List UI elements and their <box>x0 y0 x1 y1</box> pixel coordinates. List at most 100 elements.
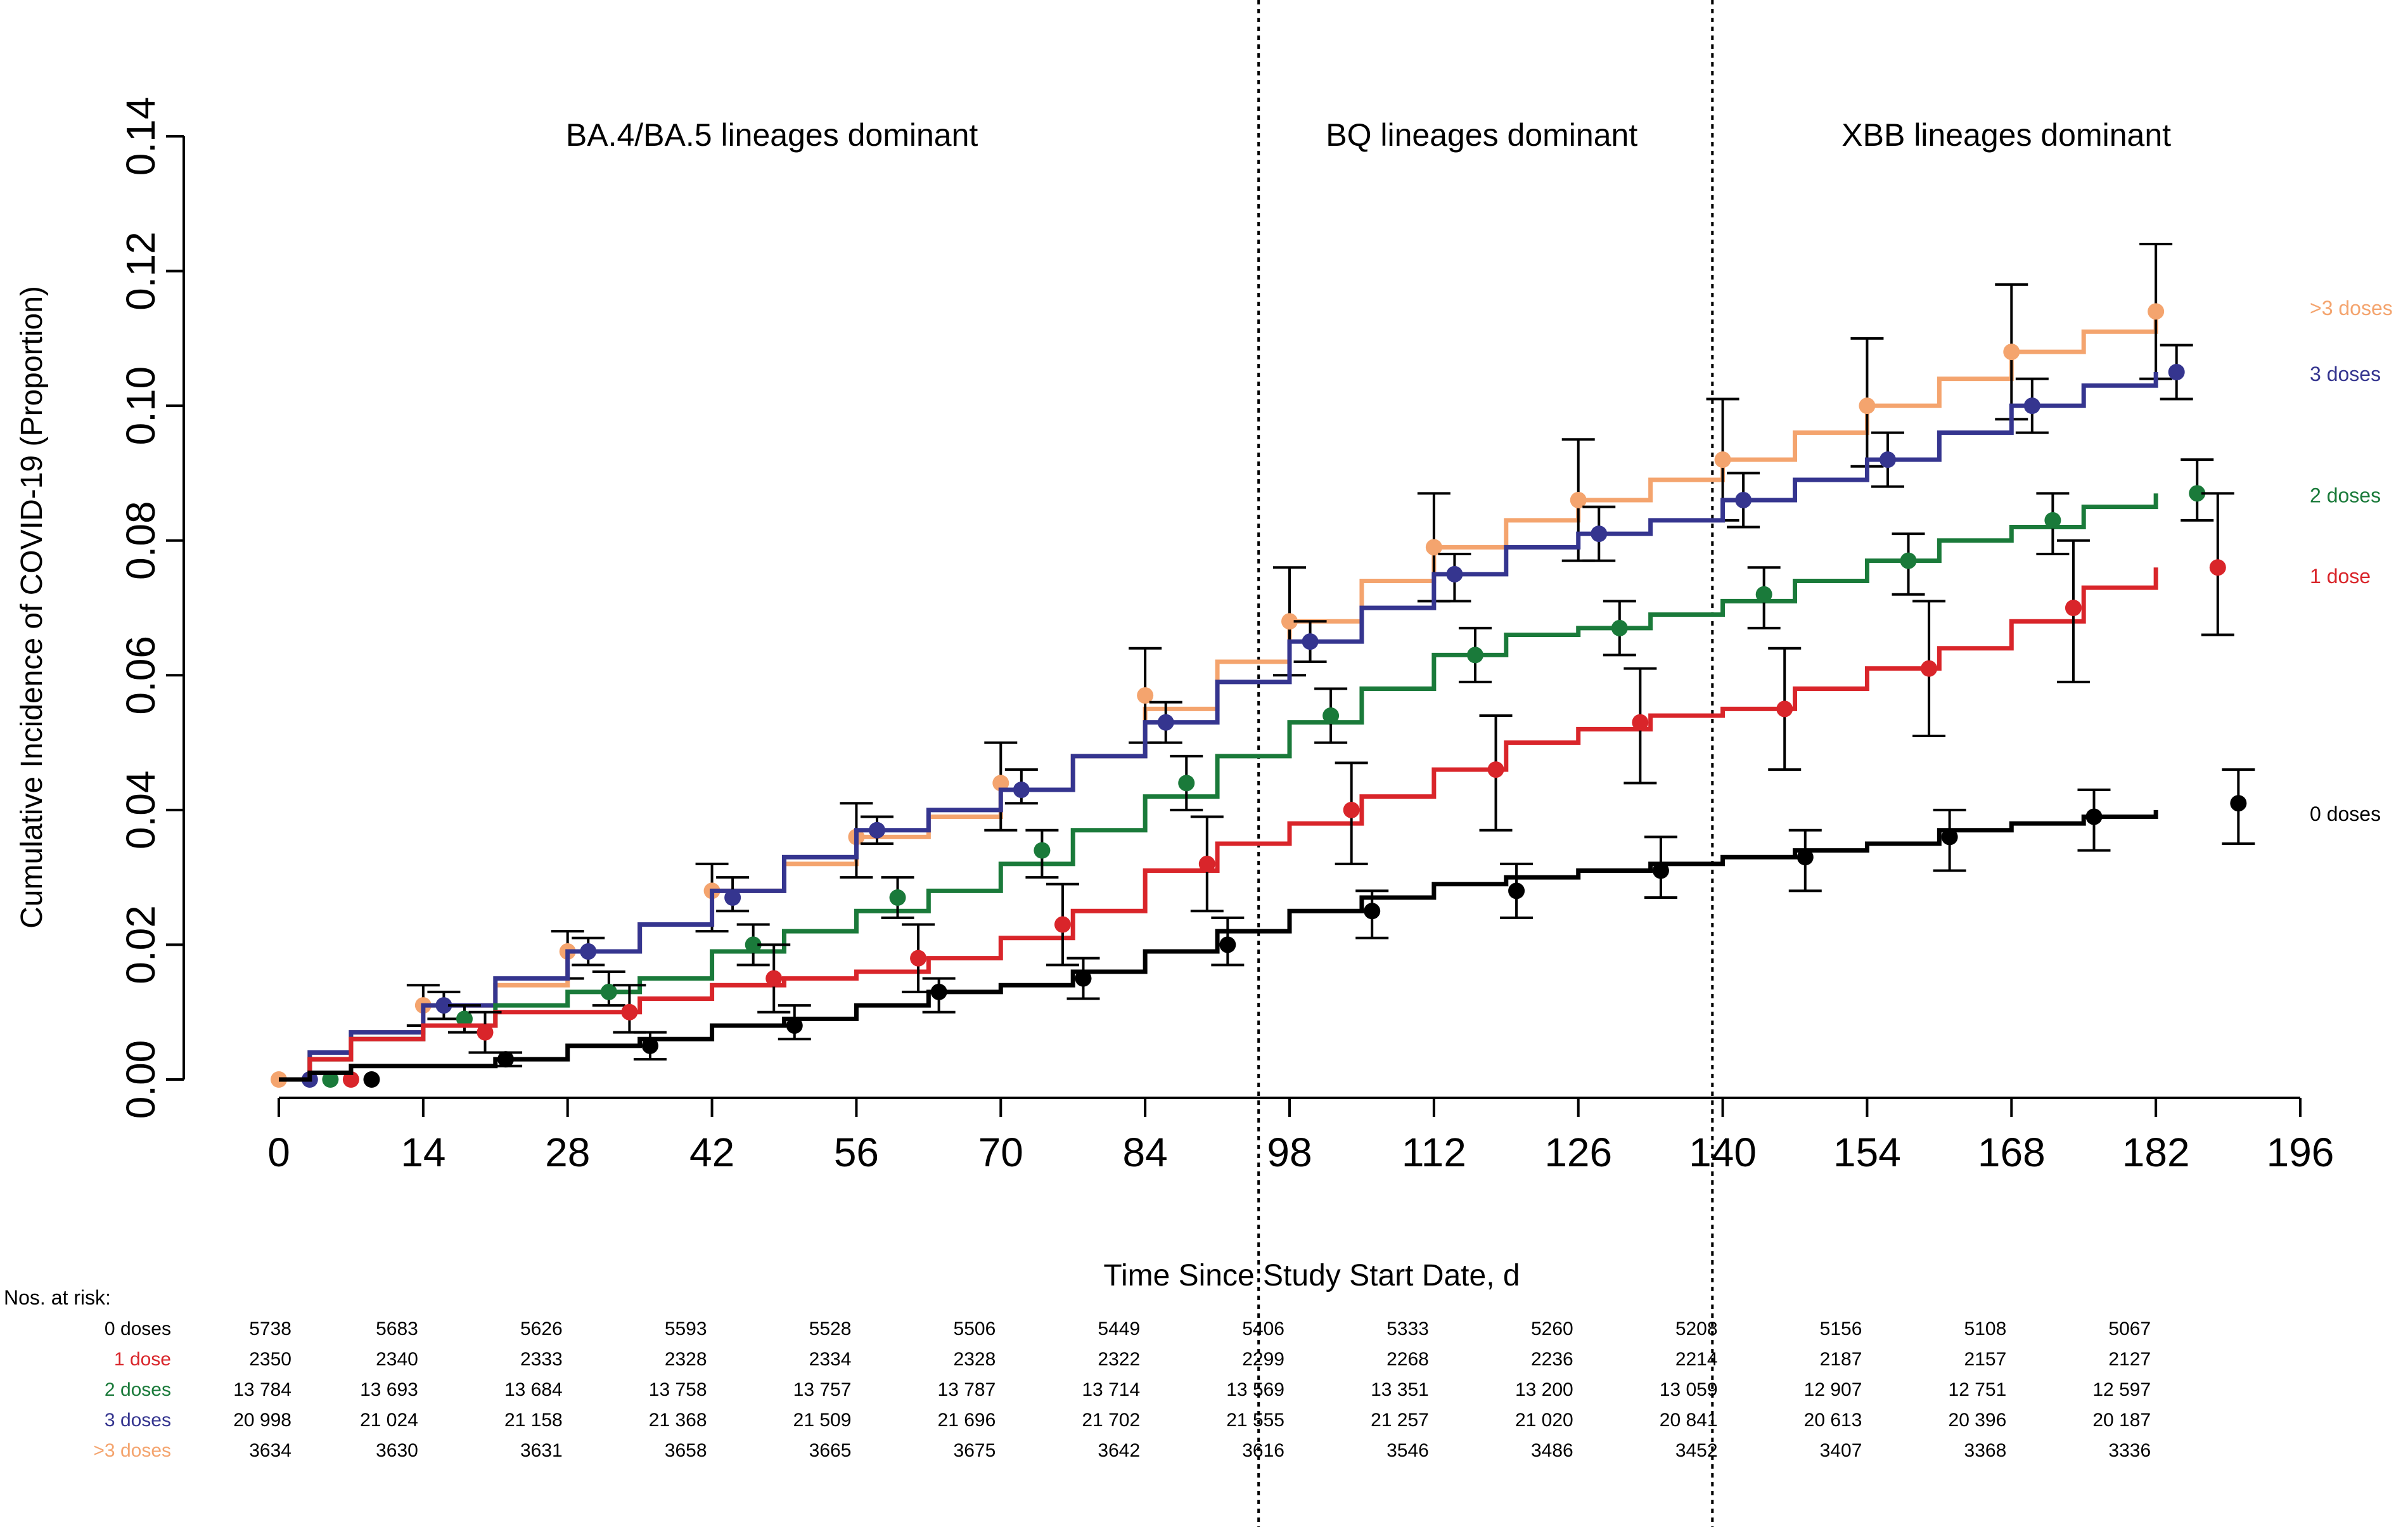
at-risk-value: 2350 <box>249 1349 291 1370</box>
at-risk-value: 3407 <box>1820 1440 1862 1461</box>
data-point <box>1075 970 1092 987</box>
phase-label: BA.4/BA.5 lineages dominant <box>566 117 978 153</box>
data-point <box>992 775 1009 792</box>
x-tick-label: 42 <box>689 1130 734 1175</box>
data-point <box>2044 512 2061 529</box>
data-point <box>1941 828 1958 846</box>
at-risk-value: 2187 <box>1820 1349 1862 1370</box>
x-tick-label: 98 <box>1267 1130 1312 1175</box>
data-point <box>1487 761 1504 778</box>
data-point <box>1776 700 1793 718</box>
data-point <box>1322 707 1340 725</box>
data-point <box>868 821 885 839</box>
at-risk-value: 5333 <box>1387 1318 1429 1339</box>
data-point <box>1281 613 1298 630</box>
at-risk-value: 3486 <box>1531 1440 1573 1461</box>
data-point <box>930 983 947 1000</box>
at-risk-value: 5593 <box>665 1318 707 1339</box>
at-risk-value: 2322 <box>1098 1349 1140 1370</box>
data-point <box>745 936 762 953</box>
at-risk-value: 13 787 <box>938 1379 996 1400</box>
series-layer <box>271 243 2255 1088</box>
y-tick-label: 0.14 <box>118 97 163 176</box>
at-risk-value: 5506 <box>954 1318 996 1339</box>
at-risk-value: 13 569 <box>1226 1379 1284 1400</box>
series-3-doses <box>271 243 2173 1088</box>
y-tick-label: 0.06 <box>118 636 163 715</box>
data-point <box>1157 714 1174 731</box>
at-risk-value: 2157 <box>1964 1349 2007 1370</box>
data-point <box>1446 565 1463 583</box>
series-3-doses <box>279 344 2193 1088</box>
at-risk-value: 3634 <box>249 1440 291 1461</box>
x-tick-label: 14 <box>400 1130 445 1175</box>
at-risk-value: 3336 <box>2108 1440 2151 1461</box>
data-point <box>1859 397 1876 415</box>
at-risk-value: 12 597 <box>2092 1379 2151 1400</box>
series-end-label: 2 doses <box>2310 484 2381 506</box>
data-point <box>1900 552 1917 569</box>
series-end-label: >3 doses <box>2310 297 2393 319</box>
data-point <box>1508 882 1525 899</box>
data-point <box>580 943 597 960</box>
data-point <box>1921 660 1938 677</box>
at-risk-value: 12 907 <box>1804 1379 1862 1400</box>
at-risk-value: 20 613 <box>1804 1410 1862 1431</box>
data-point <box>2065 600 2082 616</box>
at-risk-row-label: 3 doses <box>105 1410 171 1431</box>
at-risk-value: 3616 <box>1242 1440 1284 1461</box>
at-risk-value: 13 693 <box>360 1379 418 1400</box>
series-line <box>279 809 2158 1082</box>
x-tick-label: 196 <box>2267 1130 2334 1175</box>
at-risk-row-label: 0 doses <box>105 1318 171 1339</box>
series-1-dose <box>279 492 2234 1088</box>
at-risk-value: 2334 <box>809 1349 852 1370</box>
y-tick-label: 0.12 <box>118 231 163 311</box>
at-risk-row-label: >3 doses <box>93 1440 171 1461</box>
data-point <box>1198 855 1215 872</box>
data-point <box>2085 808 2103 825</box>
at-risk-value: 12 751 <box>1949 1379 2007 1400</box>
data-point <box>1652 862 1669 879</box>
data-point <box>322 1071 339 1088</box>
at-risk-value: 20 998 <box>233 1410 291 1431</box>
series-line <box>279 372 2158 1082</box>
at-risk-value: 21 696 <box>938 1410 996 1431</box>
at-risk-value: 13 784 <box>233 1379 291 1400</box>
at-risk-value: 13 200 <box>1515 1379 1573 1400</box>
at-risk-value: 2214 <box>1675 1349 1718 1370</box>
at-risk-value: 20 187 <box>2092 1410 2151 1431</box>
at-risk-value: 2328 <box>665 1349 707 1370</box>
data-point <box>363 1071 380 1088</box>
at-risk-value: 21 509 <box>793 1410 852 1431</box>
data-point <box>1425 539 1442 556</box>
at-risk-value: 21 158 <box>504 1410 563 1431</box>
data-point <box>1137 687 1154 704</box>
data-point <box>2189 485 2206 502</box>
x-tick-label: 28 <box>545 1130 590 1175</box>
at-risk-value: 5406 <box>1242 1318 1284 1339</box>
series-end-label: 0 doses <box>2310 802 2381 825</box>
x-tick-label: 140 <box>1689 1130 1757 1175</box>
y-axis-title: Cumulative Incidence of COVID-19 (Propor… <box>15 286 49 929</box>
data-point <box>765 970 783 987</box>
data-point <box>1714 451 1731 468</box>
data-point <box>1570 491 1587 508</box>
series-2-doses <box>279 458 2214 1088</box>
at-risk-value: 5449 <box>1098 1318 1140 1339</box>
x-tick-label: 56 <box>834 1130 879 1175</box>
at-risk-value: 5156 <box>1820 1318 1862 1339</box>
at-risk-value: 2127 <box>2108 1349 2151 1370</box>
at-risk-value: 3368 <box>1964 1440 2007 1461</box>
data-point <box>456 1010 473 1028</box>
at-risk-value: 5260 <box>1531 1318 1573 1339</box>
at-risk-value: 13 059 <box>1660 1379 1718 1400</box>
data-point <box>1302 633 1319 650</box>
at-risk-value: 5108 <box>1964 1318 2007 1339</box>
at-risk-value: 3546 <box>1387 1440 1429 1461</box>
at-risk-row-label: 1 dose <box>114 1349 171 1370</box>
data-point <box>2230 795 2247 812</box>
y-tick-label: 0.10 <box>118 366 163 446</box>
data-point <box>1343 801 1360 818</box>
